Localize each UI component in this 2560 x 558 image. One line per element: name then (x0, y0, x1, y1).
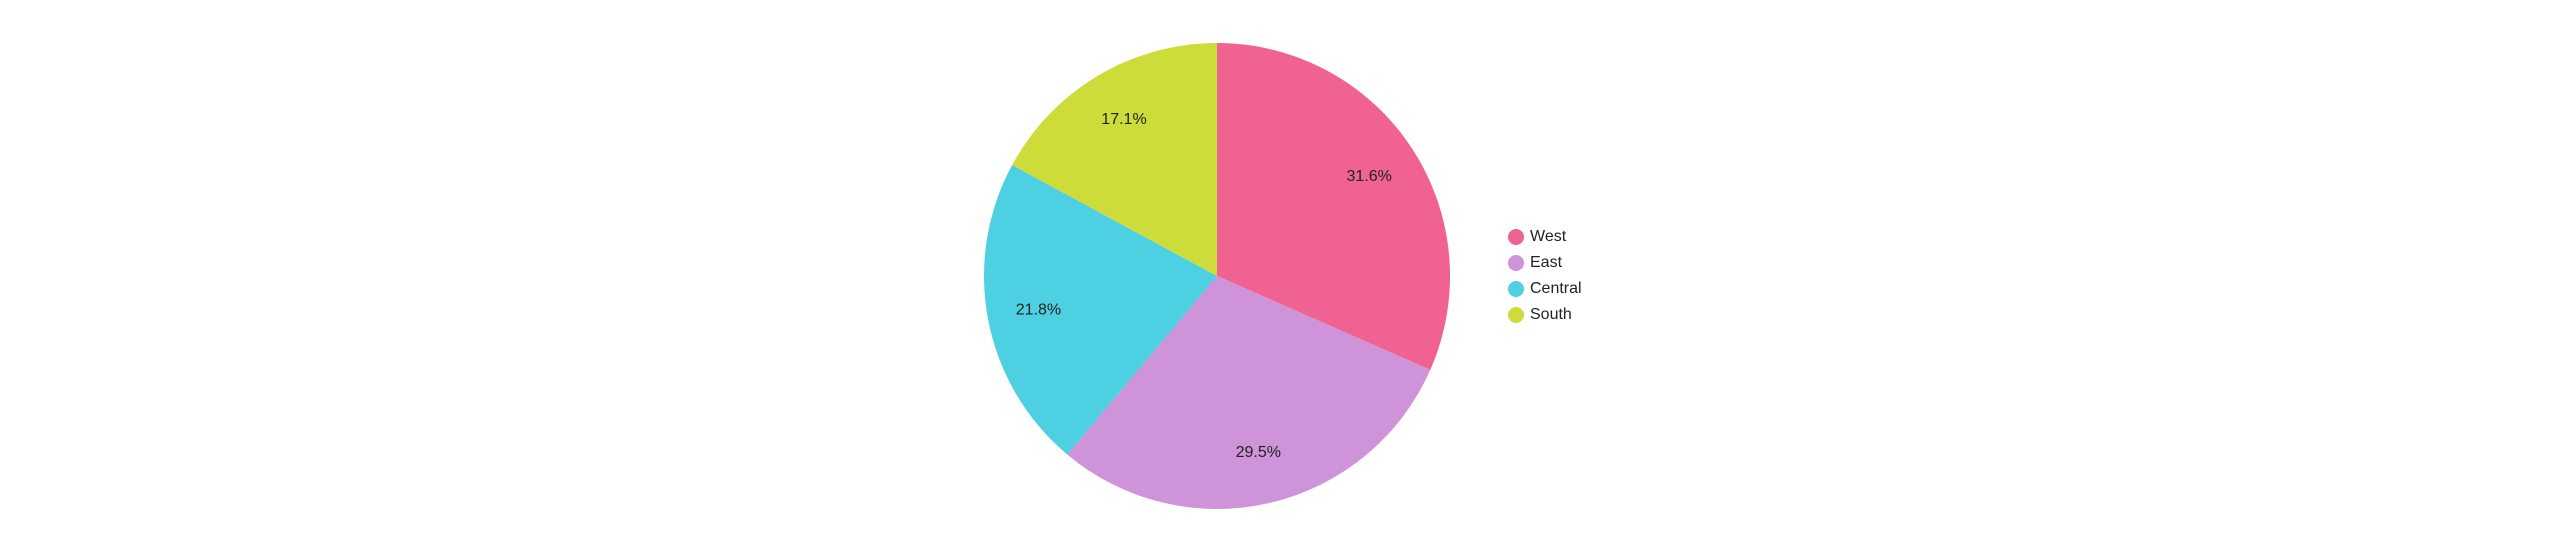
legend-swatch (1508, 281, 1524, 297)
legend-label: South (1530, 306, 1572, 323)
legend-swatch (1508, 229, 1524, 245)
legend-label: West (1530, 228, 1567, 245)
pie-slice (984, 165, 1217, 455)
legend-label: Central (1530, 280, 1582, 297)
legend-swatch (1508, 307, 1524, 323)
slice-label: 21.8% (1016, 301, 1061, 318)
legend-swatch (1508, 255, 1524, 271)
slice-label: 29.5% (1236, 444, 1281, 461)
legend-label: East (1530, 254, 1563, 271)
slice-label: 17.1% (1101, 111, 1146, 128)
pie-slice (1012, 43, 1217, 276)
pie-slice (1067, 276, 1431, 510)
slice-label: 31.6% (1347, 168, 1392, 185)
pie-slice (1217, 43, 1450, 370)
